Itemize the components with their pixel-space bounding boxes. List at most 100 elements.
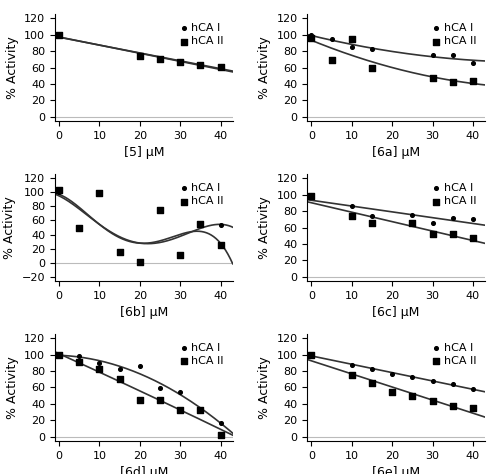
hCA II	[55, 31, 63, 38]
hCA II	[136, 258, 144, 265]
hCA II	[368, 219, 376, 227]
hCA II	[96, 189, 104, 196]
Legend: hCA I, hCA II: hCA I, hCA II	[428, 340, 480, 370]
hCA II	[55, 186, 63, 194]
Y-axis label: % Activity: % Activity	[3, 196, 16, 259]
hCA I	[156, 55, 164, 63]
hCA I	[196, 406, 204, 413]
hCA II	[308, 192, 316, 200]
hCA I	[348, 43, 356, 51]
hCA II	[196, 61, 204, 69]
hCA II	[196, 220, 204, 228]
hCA I	[136, 363, 144, 370]
hCA I	[368, 212, 376, 220]
hCA II	[196, 406, 204, 413]
Y-axis label: % Activity: % Activity	[258, 356, 271, 419]
hCA II	[448, 230, 456, 238]
Y-axis label: % Activity: % Activity	[6, 356, 18, 419]
hCA I	[368, 46, 376, 53]
hCA II	[136, 52, 144, 60]
hCA I	[156, 384, 164, 392]
hCA I	[408, 373, 416, 381]
hCA I	[55, 351, 63, 358]
hCA I	[469, 60, 477, 67]
hCA I	[196, 61, 204, 68]
Legend: hCA I, hCA II: hCA I, hCA II	[176, 340, 227, 370]
hCA I	[428, 377, 436, 385]
hCA II	[136, 396, 144, 403]
hCA II	[388, 388, 396, 395]
hCA I	[308, 31, 316, 38]
hCA I	[176, 388, 184, 395]
Y-axis label: % Activity: % Activity	[258, 36, 271, 99]
hCA II	[428, 74, 436, 82]
hCA I	[448, 381, 456, 388]
Legend: hCA I, hCA II: hCA I, hCA II	[428, 20, 480, 50]
hCA II	[216, 63, 224, 71]
hCA I	[469, 216, 477, 223]
hCA I	[136, 259, 144, 266]
hCA I	[388, 370, 396, 377]
X-axis label: [5] μM: [5] μM	[124, 146, 164, 159]
X-axis label: [6e] μM: [6e] μM	[372, 466, 420, 474]
hCA I	[428, 219, 436, 227]
hCA I	[116, 365, 124, 373]
X-axis label: [6b] μM: [6b] μM	[120, 306, 168, 319]
hCA I	[156, 207, 164, 214]
hCA II	[408, 392, 416, 400]
hCA I	[96, 359, 104, 367]
Legend: hCA I, hCA II: hCA I, hCA II	[176, 180, 227, 210]
hCA I	[216, 221, 224, 228]
hCA II	[469, 235, 477, 242]
hCA I	[75, 353, 83, 360]
hCA I	[348, 202, 356, 210]
hCA II	[156, 396, 164, 403]
hCA II	[176, 58, 184, 65]
hCA I	[136, 52, 144, 60]
hCA I	[408, 211, 416, 219]
Y-axis label: % Activity: % Activity	[6, 36, 18, 99]
hCA I	[448, 214, 456, 221]
hCA II	[156, 207, 164, 214]
hCA I	[368, 365, 376, 373]
hCA I	[96, 189, 104, 196]
hCA I	[216, 62, 224, 70]
hCA II	[348, 372, 356, 379]
hCA II	[216, 431, 224, 439]
hCA II	[55, 351, 63, 358]
hCA I	[55, 31, 63, 38]
hCA II	[368, 64, 376, 72]
hCA I	[75, 224, 83, 231]
hCA I	[448, 52, 456, 59]
Legend: hCA I, hCA II: hCA I, hCA II	[176, 20, 227, 50]
hCA II	[308, 351, 316, 358]
Legend: hCA I, hCA II: hCA I, hCA II	[428, 180, 480, 210]
hCA I	[428, 52, 436, 59]
hCA I	[308, 191, 316, 199]
hCA II	[96, 365, 104, 373]
hCA II	[469, 78, 477, 85]
hCA II	[448, 402, 456, 410]
hCA II	[428, 230, 436, 238]
hCA II	[116, 248, 124, 255]
X-axis label: [6a] μM: [6a] μM	[372, 146, 420, 159]
hCA II	[448, 79, 456, 86]
hCA II	[75, 224, 83, 231]
hCA II	[116, 375, 124, 383]
Y-axis label: % Activity: % Activity	[258, 196, 271, 259]
hCA I	[176, 251, 184, 258]
hCA I	[469, 385, 477, 393]
hCA II	[176, 407, 184, 414]
hCA II	[469, 404, 477, 412]
hCA I	[216, 419, 224, 427]
hCA II	[216, 241, 224, 248]
hCA II	[408, 219, 416, 227]
hCA I	[55, 188, 63, 196]
hCA I	[176, 57, 184, 65]
hCA I	[196, 220, 204, 228]
hCA I	[308, 351, 316, 358]
X-axis label: [6d] μM: [6d] μM	[120, 466, 168, 474]
hCA II	[75, 358, 83, 366]
hCA I	[116, 248, 124, 256]
hCA II	[176, 251, 184, 258]
